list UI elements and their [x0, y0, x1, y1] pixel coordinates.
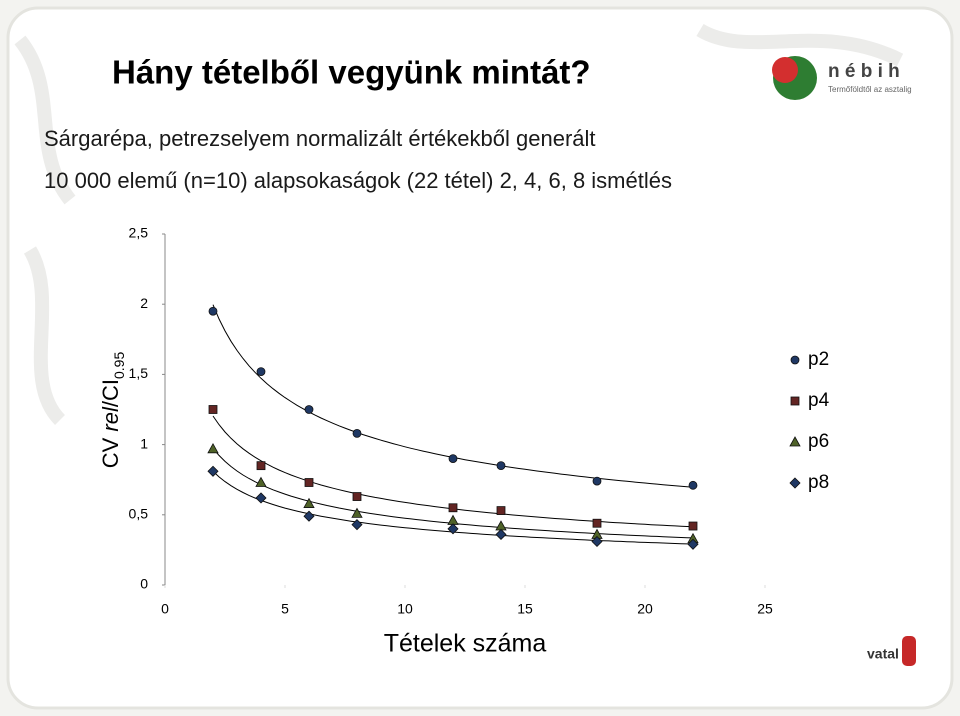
marker: [256, 461, 266, 471]
marker: [496, 461, 506, 471]
marker: [255, 492, 267, 504]
y-axis-label-part: /CI: [98, 379, 123, 407]
x-tick-label: 5: [281, 601, 289, 617]
marker: [304, 405, 314, 414]
legend-marker: [790, 396, 800, 406]
marker: [496, 506, 506, 515]
marker: [303, 510, 315, 522]
y-tick-label: 1: [140, 435, 148, 451]
marker: [591, 535, 603, 548]
marker: [208, 306, 218, 316]
y-axis-label-part: 0.95: [111, 352, 127, 379]
legend-marker: [790, 355, 800, 365]
x-tick-label: 25: [757, 601, 773, 617]
marker: [351, 507, 363, 518]
marker: [255, 476, 267, 487]
x-axis-label: Tételek száma: [384, 630, 547, 658]
legend-label: p2: [808, 349, 829, 370]
y-tick-label: 0: [140, 576, 148, 592]
x-tick-label: 15: [517, 601, 533, 617]
chart-area: [70, 216, 856, 680]
marker: [207, 465, 219, 477]
marker: [208, 405, 218, 414]
marker: [207, 442, 219, 454]
legend-marker: [789, 477, 801, 489]
logo-name: n é b i h: [828, 61, 900, 82]
y-axis-label: CV rel/CI0.95: [98, 352, 127, 469]
coat-of-arms: [902, 636, 916, 666]
marker: [304, 478, 314, 487]
marker: [352, 492, 362, 501]
decoration: [14, 23, 904, 425]
marker: [495, 528, 507, 541]
logo-tagline: Termőföldtől az asztalig: [828, 85, 912, 94]
marker: [688, 480, 698, 490]
y-tick-label: 0,5: [129, 506, 149, 522]
marker: [351, 519, 363, 531]
logo-icon: [772, 57, 798, 83]
legend-marker: [789, 436, 801, 447]
subtitle: Sárgarépa, petrezselyem normalizált érté…: [44, 126, 596, 151]
legend-label: p8: [808, 472, 829, 493]
logo: n é b i h Termőföldtől az asztalig vatal: [772, 56, 916, 666]
x-tick-label: 10: [397, 601, 413, 617]
marker: [303, 497, 315, 508]
logo-footer: vatal: [867, 646, 899, 662]
y-tick-label: 1,5: [129, 365, 149, 381]
y-tick-label: 2,5: [129, 225, 149, 241]
x-tick-label: 20: [637, 601, 653, 617]
marker: [352, 428, 362, 438]
y-tick-label: 2: [140, 295, 148, 311]
marker: [448, 503, 458, 513]
marker: [256, 367, 266, 376]
marker: [448, 454, 458, 464]
y-axis-label-part: CV: [98, 432, 123, 469]
marker: [592, 476, 602, 486]
x-tick-label: 0: [161, 601, 169, 617]
y-axis-label-part: rel: [98, 406, 123, 432]
marker: [687, 538, 699, 550]
marker: [447, 523, 459, 535]
subtitle: 10 000 elemű (n=10) alapsokaságok (22 té…: [44, 168, 672, 193]
legend-label: p6: [808, 431, 829, 452]
legend-label: p4: [808, 390, 830, 411]
marker: [592, 518, 602, 528]
marker: [688, 521, 698, 531]
title: Hány tételből vegyünk mintát?: [112, 54, 591, 91]
